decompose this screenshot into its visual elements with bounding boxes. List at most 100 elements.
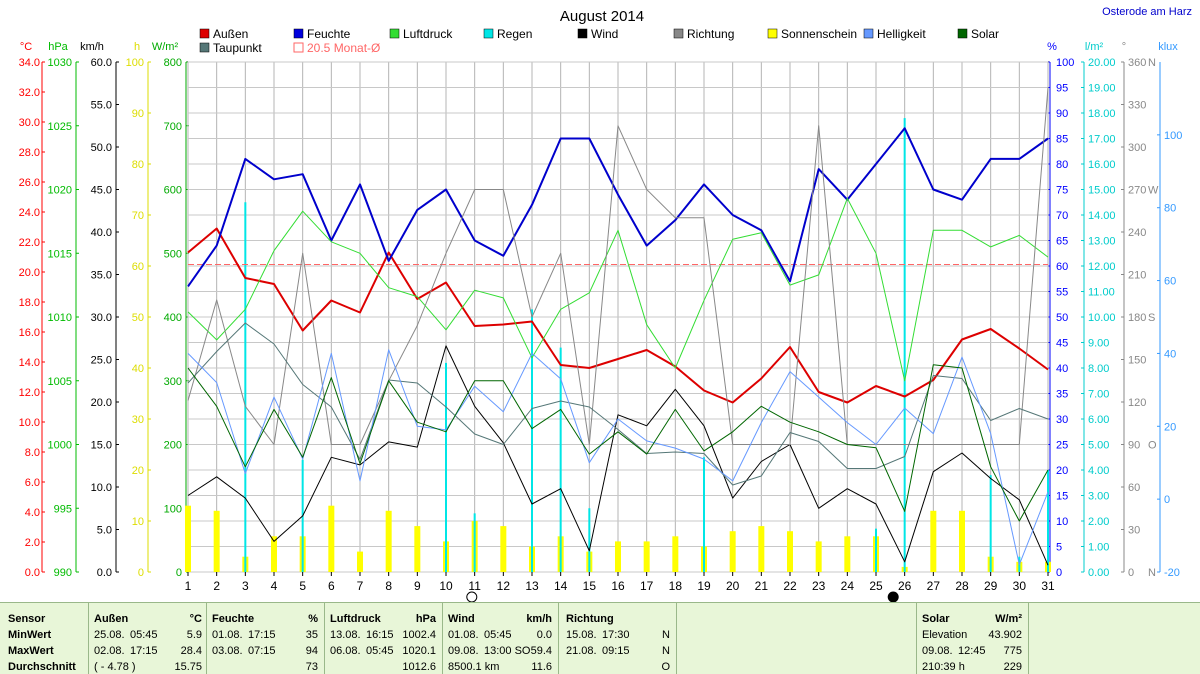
legend-label: Regen xyxy=(497,27,532,41)
richtung-header: Richtung xyxy=(566,613,614,625)
temp-tick-label: 32.0 xyxy=(19,87,40,99)
rain-tick-label: 3.00 xyxy=(1088,491,1109,503)
humidity-tick-label: 85 xyxy=(1056,134,1068,146)
sunshine-bar xyxy=(328,505,335,572)
rain-tick-label: 4.00 xyxy=(1088,465,1109,477)
wind-column: Wind km/h 01.08. 05:45 0.0 09.08. 13:00 … xyxy=(448,603,556,674)
luftdruck-min-date: 13.08. xyxy=(330,629,361,641)
solar-tick-label: 100 xyxy=(164,503,182,515)
legend-swatch xyxy=(389,28,400,39)
x-tick-label: 22 xyxy=(783,579,797,593)
chart-title: August 2014 xyxy=(560,8,644,25)
sunshine-bar xyxy=(500,526,507,572)
luftdruck-max-date: 06.08. xyxy=(330,645,361,657)
brightness-tick-label: 60 xyxy=(1164,276,1176,288)
rain-tick-label: 15.00 xyxy=(1088,185,1116,197)
aussen-avg-value: 15.75 xyxy=(174,661,202,673)
legend-label: Helligkeit xyxy=(877,27,926,41)
bars xyxy=(185,118,1051,572)
feuchte-unit: % xyxy=(308,613,318,625)
rain-tick-label: 10.00 xyxy=(1088,312,1116,324)
rain-tick-label: 8.00 xyxy=(1088,363,1109,375)
sunshine-bar xyxy=(385,510,392,572)
legend-label: Wind xyxy=(591,27,618,41)
luftdruck-max-value: 1020.1 xyxy=(402,645,436,657)
humidity-tick-label: 50 xyxy=(1056,312,1068,324)
brightness-tick-label: 20 xyxy=(1164,421,1176,433)
brightness-tick-label: -20 xyxy=(1164,567,1180,579)
direction-tick-label: 150 xyxy=(1128,355,1146,367)
brightness-axis-unit: klux xyxy=(1158,41,1178,53)
solar-hours: 210:39 h xyxy=(922,661,965,673)
rain-tick-label: 18.00 xyxy=(1088,108,1116,120)
brightness-tick-label: 100 xyxy=(1164,130,1182,142)
min-label: MinWert xyxy=(8,629,52,641)
humidity-tick-label: 20 xyxy=(1056,465,1068,477)
x-tick-label: 14 xyxy=(554,579,568,593)
richtung-min-time: 17:30 xyxy=(602,629,630,641)
sun_h-tick-label: 70 xyxy=(132,210,144,222)
sunshine-bar xyxy=(815,541,822,572)
rain-bar xyxy=(903,118,906,572)
x-tick-label: 23 xyxy=(812,579,826,593)
feuchte-min-date: 01.08. xyxy=(212,629,243,641)
feuchte-column: Feuchte % 01.08. 17:15 35 03.08. 07:15 9… xyxy=(212,603,322,674)
feuchte-max-value: 94 xyxy=(305,645,318,657)
direction-tick-label: 180 xyxy=(1128,312,1146,324)
humidity-tick-label: 25 xyxy=(1056,440,1068,452)
x-tick-label: 3 xyxy=(242,579,249,593)
rain-tick-label: 1.00 xyxy=(1088,542,1109,554)
x-tick-label: 7 xyxy=(357,579,364,593)
series-line-feuchte xyxy=(187,127,1049,287)
direction-tick-label: 30 xyxy=(1128,525,1140,537)
wind-min-time: 05:45 xyxy=(484,629,512,641)
legend: Außen Feuchte Luftdruck Regen Wind Richtung So… xyxy=(199,27,999,55)
humidity-tick-label: 30 xyxy=(1056,414,1068,426)
solar-tick-label: 700 xyxy=(164,121,182,133)
temp-tick-label: 14.0 xyxy=(19,357,40,369)
x-tick-label: 12 xyxy=(497,579,511,593)
stats-footer: Sensor MinWert MaxWert Durchschnitt Auße… xyxy=(0,602,1200,674)
humidity-tick-label: 10 xyxy=(1056,516,1068,528)
legend-label: 20.5 Monat-Ø xyxy=(307,41,380,55)
sun_h-tick-label: 50 xyxy=(132,312,144,324)
sun_h-tick-label: 90 xyxy=(132,108,144,120)
wind-unit: km/h xyxy=(526,613,552,625)
max-label: MaxWert xyxy=(8,645,54,657)
humidity-tick-label: 45 xyxy=(1056,338,1068,350)
sun_h-tick-label: 40 xyxy=(132,363,144,375)
x-tick-label: 16 xyxy=(611,579,625,593)
legend-swatch xyxy=(483,28,494,39)
humidity-tick-label: 95 xyxy=(1056,83,1068,95)
temp-tick-label: 8.0 xyxy=(25,447,40,459)
pressure-tick-label: 1020 xyxy=(48,185,72,197)
series-line-taupunkt xyxy=(187,322,1049,486)
sensor-header: Sensor xyxy=(8,613,46,625)
wind-tick-label: 60.0 xyxy=(91,57,112,69)
aussen-header: Außen xyxy=(94,613,129,625)
sunshine-bar xyxy=(959,510,965,572)
x-tick-label: 8 xyxy=(385,579,392,593)
axes: °C 0.0 2.0 4.0 6.0 8.0 10.0 12.0 14.0 16.0 18.0 20.… xyxy=(19,41,1183,579)
legend-label: Feuchte xyxy=(307,27,351,41)
solar-max-value: 775 xyxy=(1003,645,1022,657)
humidity-tick-label: 55 xyxy=(1056,287,1068,299)
rain-tick-label: 12.00 xyxy=(1088,261,1116,273)
aussen-min-time: 05:45 xyxy=(130,629,158,641)
direction-letter: O xyxy=(1148,440,1157,452)
feuchte-max-time: 07:15 xyxy=(248,645,276,657)
x-tick-label: 9 xyxy=(414,579,421,593)
temp-tick-label: 20.0 xyxy=(19,267,40,279)
rain-bar xyxy=(875,528,877,572)
rain-tick-label: 13.00 xyxy=(1088,236,1116,248)
aussen-max-value: 28.4 xyxy=(180,645,202,657)
feuchte-header: Feuchte xyxy=(212,613,255,625)
moon-phase-icon xyxy=(466,591,478,602)
wind-tick-label: 0.0 xyxy=(97,567,112,579)
wind-tick-label: 15.0 xyxy=(91,440,112,452)
solar-max-time: 12:45 xyxy=(958,645,986,657)
x-tick-label: 31 xyxy=(1041,579,1055,593)
wind-min-value: 0.0 xyxy=(536,629,552,641)
feuchte-min-time: 17:15 xyxy=(248,629,276,641)
series-line-solar xyxy=(187,364,1049,522)
